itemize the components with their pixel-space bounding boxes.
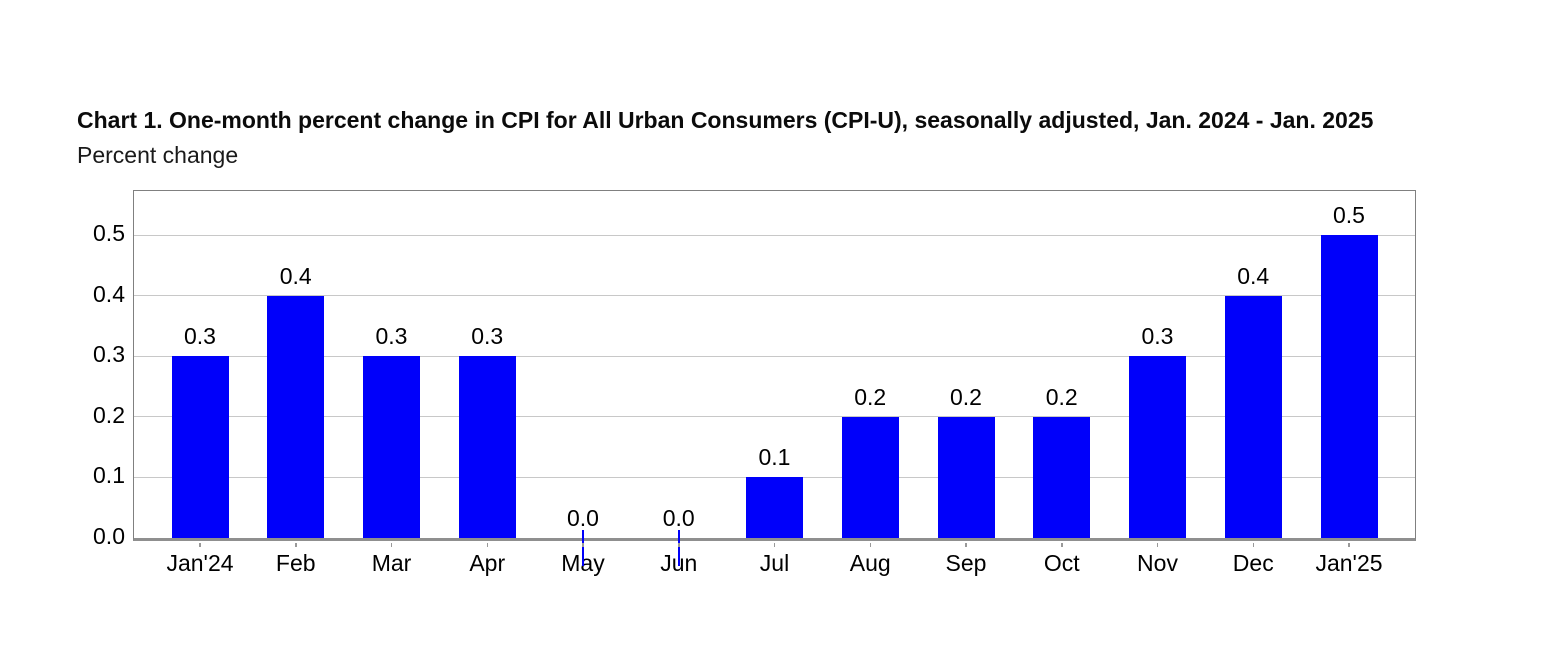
bar-value-label: 0.3 xyxy=(1141,323,1174,350)
y-axis-tick-label: 0.5 xyxy=(93,220,125,247)
bar xyxy=(937,416,995,538)
x-axis-label: Jan'24 xyxy=(166,550,234,576)
y-axis-tick-label: 0.4 xyxy=(93,280,125,307)
bar xyxy=(1224,295,1282,538)
x-axis-tick xyxy=(582,543,584,547)
chart-title: Chart 1. One-month percent change in CPI… xyxy=(77,107,1374,133)
x-axis-tick xyxy=(486,543,488,547)
bar-value-label: 0.2 xyxy=(854,383,887,410)
x-axis-tick xyxy=(773,543,776,547)
gridline xyxy=(134,295,1415,297)
x-axis-label: Jan'25 xyxy=(1315,550,1383,576)
y-axis-labels: 0.0 0.1 0.2 0.3 0.4 0.5 xyxy=(40,190,125,549)
x-axis-tick xyxy=(1156,543,1159,547)
gridline xyxy=(134,355,1415,357)
bar xyxy=(1320,235,1378,538)
bar-value-label: 0.2 xyxy=(1045,383,1078,410)
y-axis-tick-label: 0.1 xyxy=(93,462,125,489)
x-axis-tick xyxy=(1061,543,1063,547)
bar-value-label: 0.3 xyxy=(184,323,216,350)
bar-value-label: 0.3 xyxy=(375,323,408,350)
x-axis-label: Dec xyxy=(1232,550,1274,576)
bar xyxy=(171,356,229,538)
x-axis-label: Aug xyxy=(849,550,891,576)
bar-value-label: 0.4 xyxy=(279,262,312,289)
bar xyxy=(267,295,325,538)
x-axis-label: Jul xyxy=(759,550,790,576)
x-axis-tick xyxy=(295,543,297,547)
x-axis-label: Sep xyxy=(945,550,987,576)
bar-value-label: 0.3 xyxy=(471,323,504,350)
x-axis-tick xyxy=(678,543,680,547)
bar xyxy=(841,416,899,538)
x-axis-label: Nov xyxy=(1137,550,1178,576)
x-axis-tick xyxy=(1252,543,1254,547)
x-axis-label: Feb xyxy=(275,550,316,576)
x-axis-tick xyxy=(199,543,201,547)
bar xyxy=(363,356,420,538)
x-axis-label: Oct xyxy=(1043,550,1080,576)
bar xyxy=(458,356,516,538)
chart-subtitle: Percent change xyxy=(77,142,239,168)
y-axis-tick-label: 0.0 xyxy=(93,523,125,549)
bar-value-label: 0.5 xyxy=(1333,202,1365,229)
bar-value-label: 0.2 xyxy=(950,383,982,410)
bar xyxy=(1129,356,1186,538)
x-axis-tick xyxy=(390,543,393,547)
bar-value-label: 0.1 xyxy=(758,444,791,471)
x-axis-label: Mar xyxy=(371,550,412,576)
y-axis-tick-label: 0.2 xyxy=(93,401,125,428)
gridline xyxy=(134,234,1415,236)
bar-value-label: 0.4 xyxy=(1237,262,1270,289)
x-axis-tick xyxy=(1348,543,1350,547)
x-axis-tick xyxy=(965,543,967,547)
bar xyxy=(746,477,803,538)
plot-area: 0.3Jan'240.4Feb0.3Mar0.3Apr0.0May0.0Jun0… xyxy=(133,190,1416,576)
bar-value-label: 0.0 xyxy=(662,505,695,531)
bar xyxy=(1033,416,1091,538)
x-axis-label: Apr xyxy=(469,550,506,576)
zero-value-marker xyxy=(677,530,680,566)
gridline xyxy=(134,416,1415,418)
y-axis-tick-label: 0.3 xyxy=(93,341,125,368)
zero-value-marker xyxy=(582,530,584,566)
bar-value-label: 0.0 xyxy=(567,505,599,531)
x-axis-tick xyxy=(869,543,871,547)
